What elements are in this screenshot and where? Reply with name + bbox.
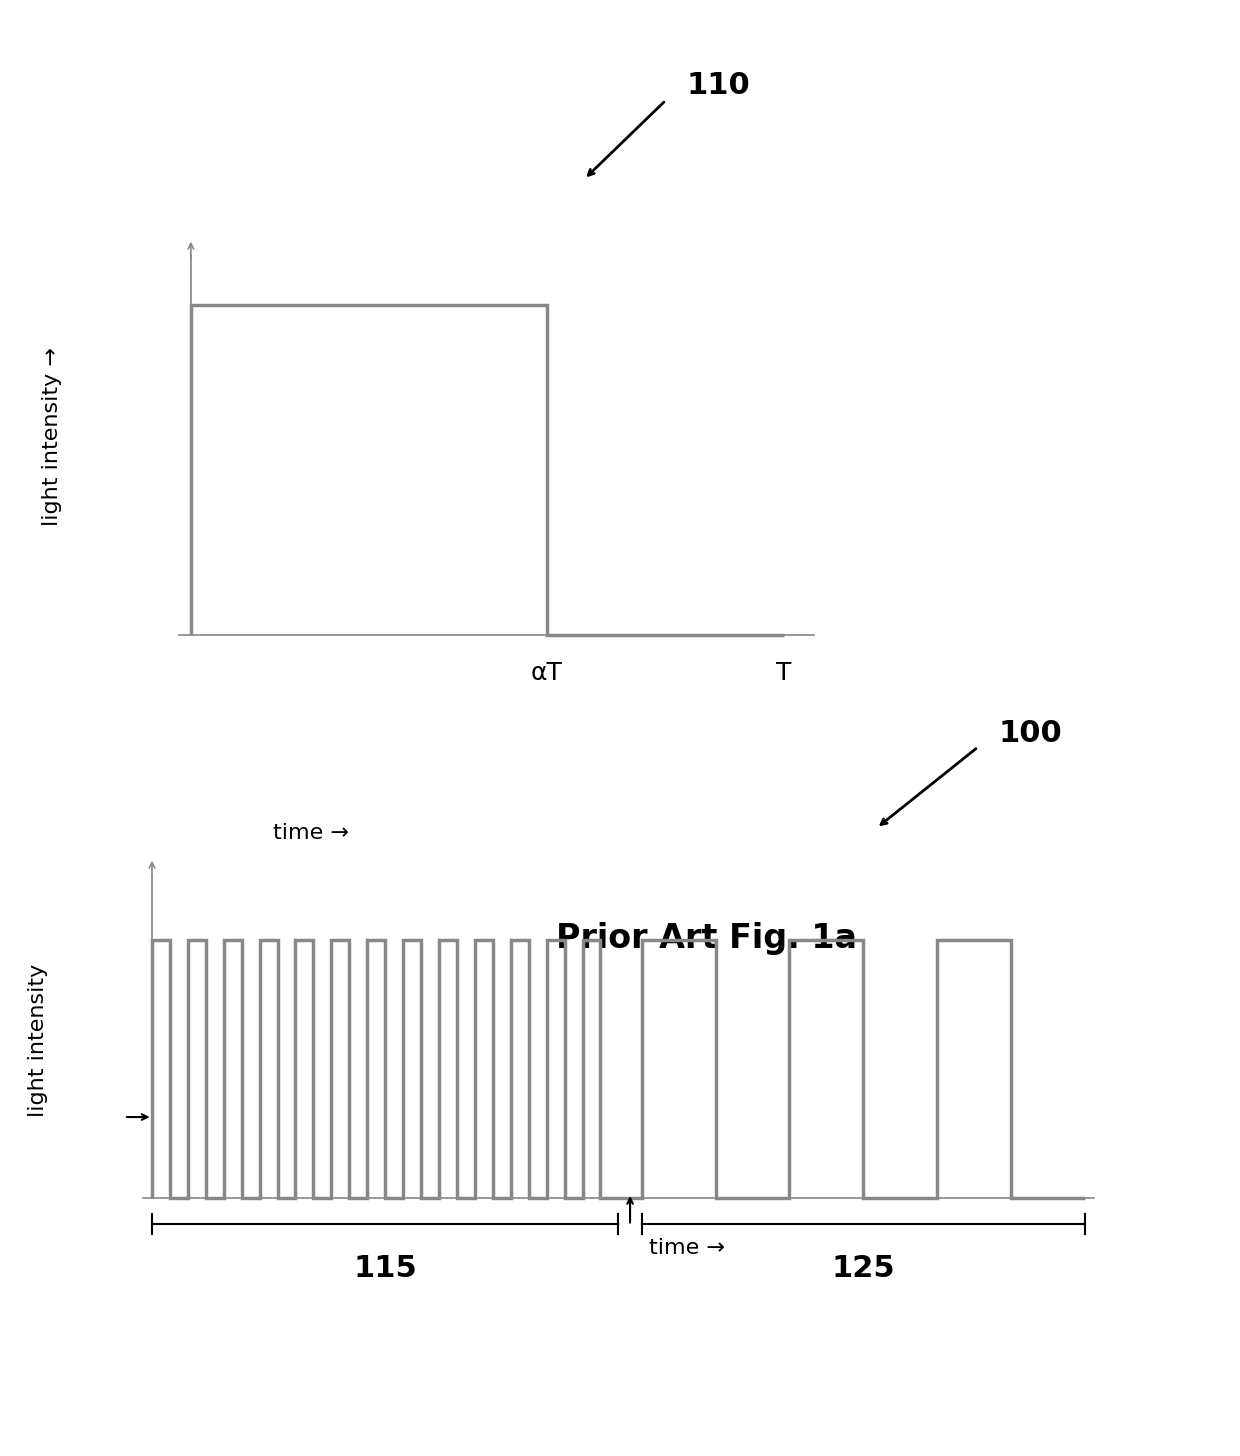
Text: 110: 110 <box>687 71 750 100</box>
Text: 100: 100 <box>998 719 1063 748</box>
Text: 125: 125 <box>832 1254 895 1283</box>
Text: time →: time → <box>273 823 350 843</box>
Text: Prior Art Fig. 1a: Prior Art Fig. 1a <box>556 922 857 955</box>
Text: 115: 115 <box>353 1254 417 1283</box>
Text: T: T <box>776 661 791 686</box>
Text: time →: time → <box>649 1238 724 1258</box>
Text: light intensity →: light intensity → <box>42 348 62 526</box>
Text: light intensity: light intensity <box>27 964 47 1117</box>
Text: αT: αT <box>531 661 563 686</box>
